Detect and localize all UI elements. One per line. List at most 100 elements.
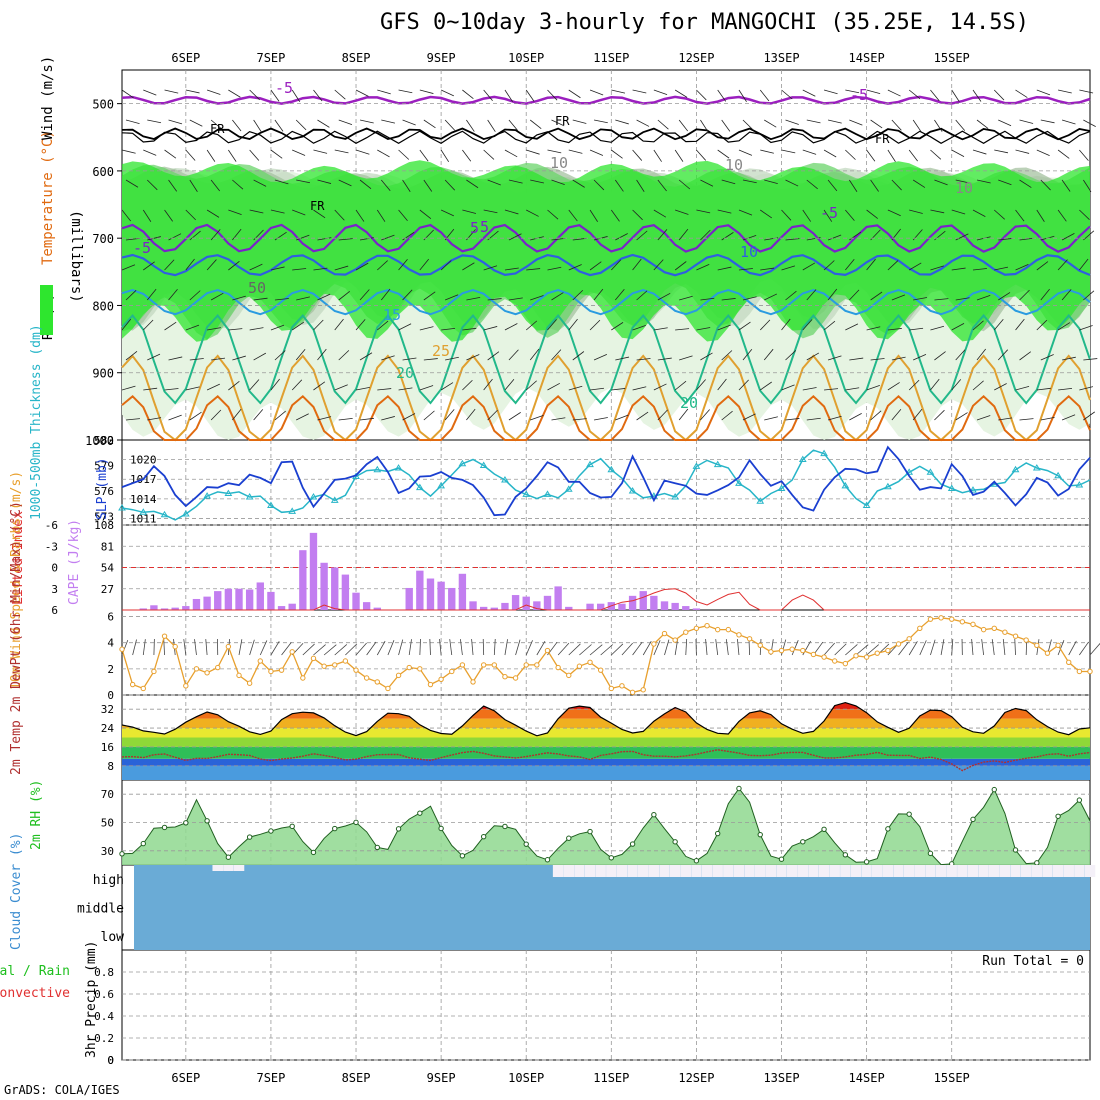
rh-axis-label: 2m RH (%) bbox=[29, 780, 44, 850]
wind-speed-marker bbox=[332, 662, 338, 668]
thickness-tick-label: 582 bbox=[94, 434, 114, 447]
thickness-line bbox=[121, 449, 1091, 521]
wind-barb bbox=[785, 119, 799, 125]
wind-barb bbox=[827, 288, 838, 301]
wind-speed-marker bbox=[406, 664, 412, 671]
wind-barb bbox=[1062, 356, 1076, 361]
cloud-level-label: middle bbox=[77, 902, 124, 917]
wind-speed-marker bbox=[193, 666, 200, 672]
wind-barb bbox=[462, 149, 472, 162]
thickness-marker bbox=[969, 486, 977, 493]
wind-barb bbox=[653, 149, 662, 162]
run-total-annotation: Run Total = 0 bbox=[982, 954, 1084, 969]
wind-barb bbox=[976, 119, 989, 129]
cape-bar bbox=[214, 591, 222, 610]
high-cloud-bar bbox=[967, 865, 979, 877]
high-cloud-bar bbox=[212, 865, 223, 871]
wind-barb bbox=[600, 644, 614, 656]
high-cloud-bar bbox=[1020, 865, 1032, 877]
wind-barb bbox=[419, 149, 429, 162]
cape-bar bbox=[437, 581, 445, 610]
wind-barb bbox=[657, 292, 671, 301]
wind-barb bbox=[785, 290, 797, 301]
wind-speed-marker bbox=[853, 653, 859, 659]
rh-marker bbox=[991, 786, 997, 793]
wind-barb bbox=[398, 89, 413, 94]
wind-barb bbox=[1058, 89, 1072, 94]
wind-barb bbox=[721, 410, 733, 421]
wind-barb bbox=[1036, 261, 1049, 271]
cape-bar bbox=[618, 603, 626, 610]
high-cloud-bar bbox=[786, 865, 798, 877]
wind-barb bbox=[142, 209, 152, 222]
wind-barb bbox=[572, 289, 584, 301]
cape-bar bbox=[405, 587, 413, 610]
bottom-date-label: 11SEP bbox=[593, 1071, 629, 1085]
wind-barb bbox=[292, 149, 306, 156]
temp-tick-label: 32 bbox=[101, 703, 114, 716]
wind-barb bbox=[249, 263, 263, 271]
wind-speed-marker bbox=[151, 668, 157, 675]
wind-barb bbox=[930, 89, 940, 102]
wind-barb bbox=[930, 149, 942, 160]
wind-barb bbox=[444, 409, 455, 421]
wind-barb bbox=[845, 323, 859, 331]
wind-barb bbox=[146, 288, 157, 301]
wind-barb bbox=[189, 411, 202, 421]
wind-barb bbox=[1061, 179, 1071, 192]
high-cloud-bar bbox=[616, 865, 628, 877]
temperature-contour bbox=[121, 354, 1091, 442]
wind-barb bbox=[898, 642, 909, 656]
wind-barb bbox=[121, 149, 136, 154]
wind-barb bbox=[845, 258, 855, 271]
wind-barb bbox=[380, 288, 391, 301]
wind-barb bbox=[462, 262, 475, 271]
high-cloud-bar bbox=[957, 865, 968, 877]
slp-line bbox=[121, 445, 1091, 517]
thickness-marker bbox=[564, 485, 573, 492]
wind-barb bbox=[700, 352, 713, 361]
wind-barb bbox=[806, 352, 820, 361]
wind-barb bbox=[955, 412, 968, 421]
wind-barb bbox=[845, 644, 858, 656]
cape-tick-label: 27 bbox=[101, 583, 114, 596]
wind-barb bbox=[934, 351, 946, 361]
rh-marker bbox=[863, 859, 870, 865]
pressure-tick-label: 500 bbox=[92, 98, 114, 112]
wind-barb bbox=[185, 89, 200, 94]
wind-barb bbox=[589, 149, 604, 156]
wind-barb bbox=[823, 642, 835, 656]
wind-barb bbox=[1079, 209, 1090, 220]
contour-label: 20 bbox=[680, 394, 698, 412]
cape-bar bbox=[639, 591, 647, 610]
wind-barb bbox=[721, 232, 734, 241]
wind-barb bbox=[972, 320, 984, 331]
wind-barb bbox=[908, 262, 922, 271]
wind-barb bbox=[1083, 119, 1096, 127]
slp-tick-label: 1011 bbox=[130, 512, 157, 525]
wind-barb bbox=[530, 179, 544, 184]
wind-barb bbox=[870, 179, 879, 192]
rh-marker bbox=[140, 840, 146, 847]
wind-barb bbox=[381, 119, 396, 124]
wind-barb bbox=[855, 644, 869, 656]
wind-barb bbox=[147, 236, 161, 241]
wind-barb bbox=[611, 388, 626, 391]
wind-barb bbox=[781, 318, 791, 331]
rh-marker bbox=[544, 857, 551, 863]
temp-color-band bbox=[122, 746, 1090, 759]
wind-speed-marker bbox=[268, 668, 274, 675]
wind-speed-marker bbox=[289, 649, 295, 655]
wind-barb bbox=[189, 119, 203, 127]
wind-barb bbox=[615, 356, 630, 361]
wind-barb bbox=[163, 638, 165, 656]
wind-barb bbox=[827, 179, 838, 192]
rh-marker bbox=[161, 824, 168, 831]
wind-barb bbox=[760, 381, 772, 391]
temp-tick-label: 8 bbox=[107, 760, 114, 773]
wind-barb bbox=[270, 149, 283, 159]
high-cloud-bar bbox=[595, 865, 606, 877]
wind-tick-label: 0 bbox=[107, 689, 114, 702]
wind-barb bbox=[866, 326, 881, 331]
wind-speed-marker bbox=[278, 667, 285, 673]
